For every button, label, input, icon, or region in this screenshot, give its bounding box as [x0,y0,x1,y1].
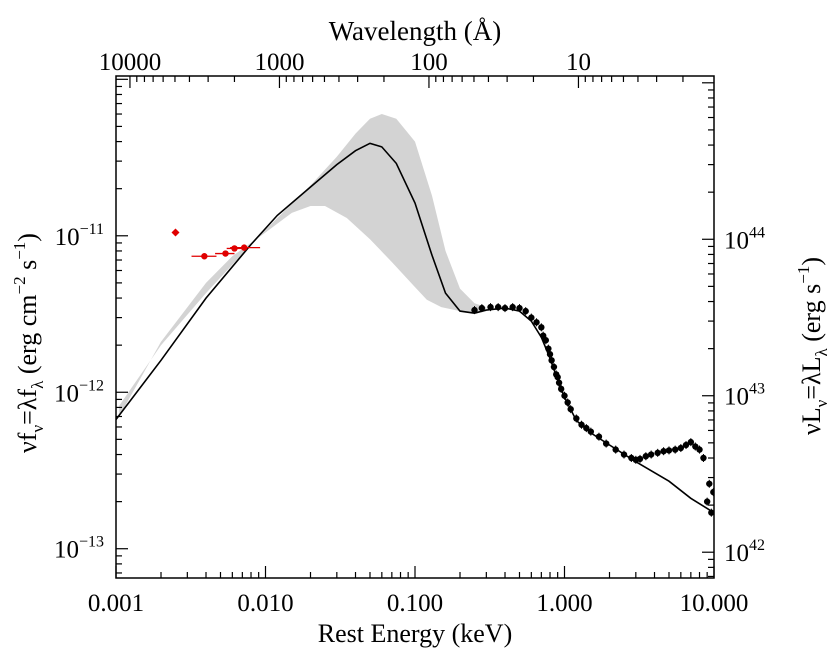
x-tick-label: 0.100 [387,590,443,617]
y-tick-label-left-exp: −13 [79,534,104,551]
xray-data-point [687,438,695,446]
y-tick-label-right: 1044 [724,224,765,254]
xray-data-point [561,392,568,399]
xray-data-point [550,363,558,371]
xray-data-point [555,379,563,386]
optical-data-point [171,228,180,237]
top-tick-label: 100 [410,49,448,76]
xray-data-point [542,337,550,344]
axes: 0.001 0.010 0.100 1.000 10.000 10000 1000 100 10… [54,49,765,617]
xray-data-point [703,498,711,505]
xray-data-point [587,428,595,435]
y-axis-title-right: νLν=λLλ (erg s−1) [794,257,830,435]
xray-data-point [671,446,679,453]
xray-data-point [660,448,667,455]
xray-data-point [538,324,545,331]
optical-data-point [222,250,229,257]
xray-data-point [478,304,486,312]
xray-data-point [636,455,644,463]
xray-data-point [710,488,714,496]
xray-data-point [528,314,535,321]
y-tick-label-left-base: 10 [54,537,79,564]
y-tick-label-right-base: 10 [724,384,749,411]
xray-data-point [642,453,650,460]
xray-data-point [612,446,619,453]
xray-data-point [700,454,707,462]
plot-area [116,114,714,517]
x-tick-label: 0.010 [237,590,293,617]
y-tick-label-right: 1042 [724,537,765,567]
xray-data-point [682,441,690,449]
top-tick-label: 10 [566,49,591,76]
y-tick-label-right-exp: 43 [749,381,765,398]
xray-data-point [677,444,685,452]
y-tick-label-right-exp: 44 [749,224,765,241]
optical-data-point [201,253,208,260]
y-tick-label-left-exp: −12 [79,377,104,394]
xray-data-point [665,447,673,454]
y-tick-label-left-base: 10 [54,380,79,407]
top-tick-label: 10000 [99,49,162,76]
plot-content [116,114,714,517]
xray-data-point [602,440,610,447]
xray-data-point [501,304,509,312]
optical-data-point [231,245,238,252]
xray-data-point [471,306,478,314]
x-tick-label: 1.000 [536,590,592,617]
xray-data-point [494,303,502,311]
xray-data-point [647,451,655,458]
xray-data-point [545,345,552,352]
xray-data-point [564,399,571,406]
optical-data-point [240,244,248,251]
y-tick-label-right: 1043 [724,381,765,411]
xray-data-point [522,307,529,315]
x-tick-label: 0.001 [88,590,144,617]
xray-data-point [557,385,565,393]
xray-data-point [578,421,585,428]
y-tick-label-left: 10−13 [54,534,104,564]
xray-data-point [487,303,494,311]
xray-data-point [516,304,523,312]
xray-data-point [548,357,555,364]
y-tick-label-left-base: 10 [55,224,80,251]
xray-data-point [567,405,574,413]
xray-data-point [595,433,603,440]
top-tick-label: 1000 [254,49,304,76]
model-uncertainty-band [119,114,487,417]
xray-data-point [708,509,714,516]
xray-data-point [533,319,540,326]
xray-data-point [509,303,516,311]
top-axis-title: Wavelength (Å) [329,16,502,46]
x-tick-label: 10.000 [680,590,749,617]
y-tick-label-left: 10−12 [54,377,104,407]
xray-data-point [706,480,713,487]
y-axis-title-left: νfν=λfλ (erg cm−2 s−1) [10,233,47,453]
xray-data-point [654,449,661,457]
y-tick-label-left-exp: −11 [80,221,104,238]
x-axis-title: Rest Energy (keV) [318,619,512,648]
xray-data-point [573,415,580,422]
xray-data-point [620,451,628,458]
y-tick-label-right-exp: 42 [749,537,765,554]
xray-data-point [546,351,554,358]
y-tick-label-left: 10−11 [55,221,104,251]
xray-data-point [554,373,561,381]
xray-data-point [583,424,590,432]
xray-data-point [696,446,703,453]
y-tick-label-right-base: 10 [724,227,749,254]
y-tick-label-right-base: 10 [724,540,749,567]
